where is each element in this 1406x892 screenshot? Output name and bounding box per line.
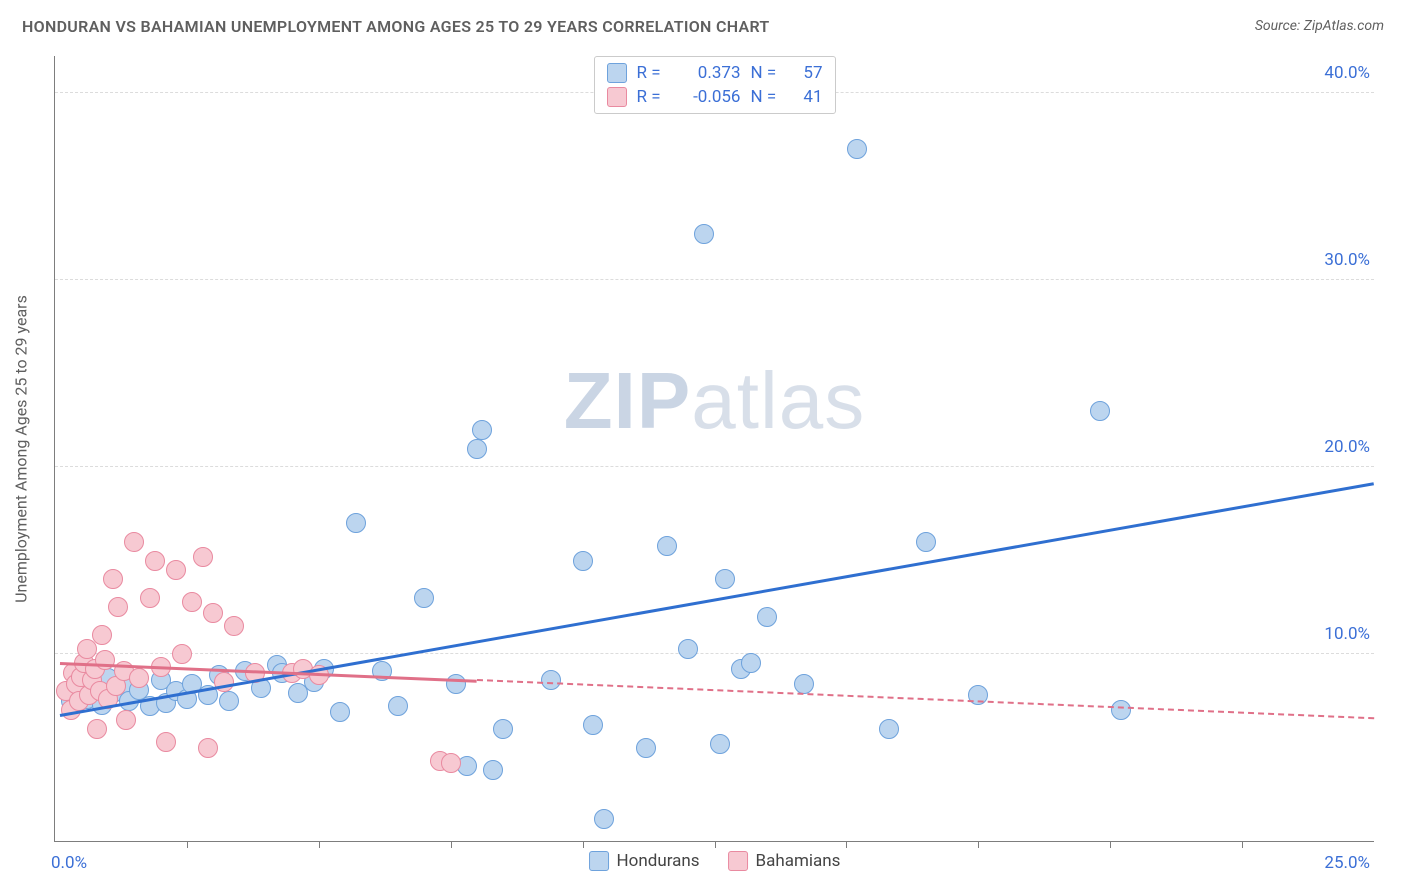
x-tick <box>583 841 584 848</box>
legend-item-hondurans: Hondurans <box>589 851 700 871</box>
data-point <box>166 560 186 580</box>
x-axis-max-label: 25.0% <box>1324 853 1370 873</box>
data-point <box>219 691 239 711</box>
data-point <box>203 603 223 623</box>
x-tick <box>1110 841 1111 848</box>
x-tick <box>846 841 847 848</box>
gridline <box>55 466 1374 467</box>
data-point <box>124 532 144 552</box>
x-tick <box>978 841 979 848</box>
y-tick-label: 40.0% <box>1324 63 1376 83</box>
data-point <box>103 569 123 589</box>
data-point <box>847 139 867 159</box>
x-tick <box>319 841 320 848</box>
data-point <box>198 738 218 758</box>
trend-line <box>477 679 1374 719</box>
data-point <box>916 532 936 552</box>
data-point <box>156 732 176 752</box>
data-point <box>140 588 160 608</box>
legend-row-hondurans: R = 0.373 N = 57 <box>607 63 823 83</box>
data-point <box>879 719 899 739</box>
legend-n-label: N = <box>751 63 785 83</box>
data-point <box>346 513 366 533</box>
legend-r-label: R = <box>637 63 669 83</box>
data-point <box>794 674 814 694</box>
chart-header: HONDURAN VS BAHAMIAN UNEMPLOYMENT AMONG … <box>0 0 1406 48</box>
legend-n-value-bahamians: 41 <box>795 87 823 107</box>
legend-n-label: N = <box>751 87 785 107</box>
y-axis-title: Unemployment Among Ages 25 to 29 years <box>12 295 31 603</box>
data-point <box>414 588 434 608</box>
data-point <box>388 696 408 716</box>
x-tick <box>451 841 452 848</box>
data-point <box>678 639 698 659</box>
data-point <box>108 597 128 617</box>
legend-series: Hondurans Bahamians <box>589 851 841 871</box>
data-point <box>483 760 503 780</box>
data-point <box>541 670 561 690</box>
watermark: ZIPatlas <box>564 355 865 447</box>
data-point <box>92 625 112 645</box>
data-point <box>116 710 136 730</box>
chart-container: HONDURAN VS BAHAMIAN UNEMPLOYMENT AMONG … <box>0 0 1406 892</box>
legend-swatch-hondurans <box>607 63 627 83</box>
data-point <box>757 607 777 627</box>
x-tick <box>187 841 188 848</box>
plot-area: ZIPatlas R = 0.373 N = 57 R = -0.056 N =… <box>54 56 1374 842</box>
data-point <box>694 224 714 244</box>
data-point <box>493 719 513 739</box>
data-point <box>172 644 192 664</box>
y-tick-label: 20.0% <box>1324 437 1376 457</box>
chart-source: Source: ZipAtlas.com <box>1255 18 1384 34</box>
legend-label-bahamians: Bahamians <box>756 851 841 871</box>
legend-swatch-hondurans-bottom <box>589 851 609 871</box>
data-point <box>710 734 730 754</box>
gridline <box>55 279 1374 280</box>
data-point <box>594 809 614 829</box>
legend-label-hondurans: Hondurans <box>617 851 700 871</box>
data-point <box>715 569 735 589</box>
trend-line <box>60 482 1374 717</box>
data-point <box>467 439 487 459</box>
legend-r-value-bahamians: -0.056 <box>679 87 741 107</box>
watermark-rest: atlas <box>691 356 865 445</box>
data-point <box>145 551 165 571</box>
data-point <box>583 715 603 735</box>
data-point <box>573 551 593 571</box>
legend-swatch-bahamians-bottom <box>728 851 748 871</box>
y-tick-label: 30.0% <box>1324 250 1376 270</box>
legend-item-bahamians: Bahamians <box>728 851 841 871</box>
y-tick-label: 10.0% <box>1324 624 1376 644</box>
data-point <box>224 616 244 636</box>
data-point <box>657 536 677 556</box>
data-point <box>193 547 213 567</box>
watermark-bold: ZIP <box>564 356 691 445</box>
data-point <box>1111 700 1131 720</box>
legend-correlation-box: R = 0.373 N = 57 R = -0.056 N = 41 <box>594 56 836 114</box>
data-point <box>182 592 202 612</box>
x-tick <box>1242 841 1243 848</box>
gridline <box>55 653 1374 654</box>
chart-title: HONDURAN VS BAHAMIAN UNEMPLOYMENT AMONG … <box>22 17 770 36</box>
x-tick <box>715 841 716 848</box>
data-point <box>87 719 107 739</box>
legend-swatch-bahamians <box>607 87 627 107</box>
data-point <box>330 702 350 722</box>
data-point <box>636 738 656 758</box>
legend-n-value-hondurans: 57 <box>795 63 823 83</box>
data-point <box>129 668 149 688</box>
legend-r-value-hondurans: 0.373 <box>679 63 741 83</box>
data-point <box>1090 401 1110 421</box>
data-point <box>446 674 466 694</box>
legend-row-bahamians: R = -0.056 N = 41 <box>607 87 823 107</box>
legend-r-label: R = <box>637 87 669 107</box>
data-point <box>441 753 461 773</box>
x-axis-origin-label: 0.0% <box>51 853 87 873</box>
data-point <box>472 420 492 440</box>
data-point <box>741 653 761 673</box>
